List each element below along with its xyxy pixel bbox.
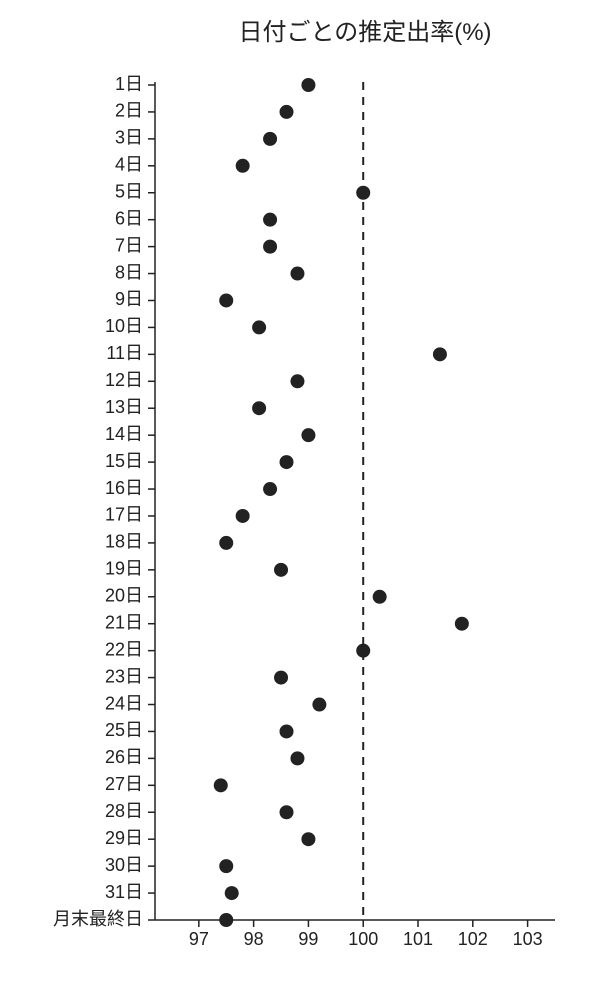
data-point bbox=[274, 563, 288, 577]
y-tick-label: 2日 bbox=[115, 101, 143, 121]
y-tick-label: 5日 bbox=[115, 181, 143, 201]
x-tick-label: 101 bbox=[403, 929, 433, 949]
y-tick-label: 19日 bbox=[105, 559, 143, 579]
data-point bbox=[252, 401, 266, 415]
x-tick-label: 97 bbox=[189, 929, 209, 949]
y-tick-label: 3日 bbox=[115, 128, 143, 148]
x-tick-label: 98 bbox=[244, 929, 264, 949]
y-tick-label: 20日 bbox=[105, 586, 143, 606]
y-tick-label: 24日 bbox=[105, 693, 143, 713]
y-tick-label: 14日 bbox=[105, 424, 143, 444]
data-point bbox=[280, 805, 294, 819]
y-tick-label: 月末最終日 bbox=[53, 909, 143, 929]
data-point bbox=[455, 617, 469, 631]
y-tick-label: 26日 bbox=[105, 747, 143, 767]
x-tick-label: 102 bbox=[458, 929, 488, 949]
data-point bbox=[225, 886, 239, 900]
y-tick-label: 31日 bbox=[105, 882, 143, 902]
y-tick-label: 4日 bbox=[115, 155, 143, 175]
x-tick-label: 99 bbox=[298, 929, 318, 949]
y-tick-label: 10日 bbox=[105, 316, 143, 336]
data-point bbox=[280, 724, 294, 738]
y-tick-label: 22日 bbox=[105, 639, 143, 659]
data-point bbox=[219, 536, 233, 550]
data-point bbox=[373, 590, 387, 604]
data-point bbox=[219, 859, 233, 873]
y-tick-label: 29日 bbox=[105, 828, 143, 848]
data-point bbox=[280, 105, 294, 119]
y-ticks-group: 1日 2日 3日 4日 5日 6日 7日 8日 9日 10日 11日 12日 13日 14日 15日 16日 1… bbox=[53, 74, 155, 929]
data-point bbox=[301, 78, 315, 92]
x-tick-label: 103 bbox=[513, 929, 543, 949]
y-tick-label: 18日 bbox=[105, 532, 143, 552]
y-tick-label: 30日 bbox=[105, 855, 143, 875]
data-point bbox=[356, 186, 370, 200]
chart-svg: 日付ごとの推定出率(%) 97 98 99 100 101 102 103 1日 2日 3日 4日… bbox=[0, 0, 600, 1000]
y-tick-label: 16日 bbox=[105, 478, 143, 498]
data-point bbox=[301, 428, 315, 442]
data-point bbox=[252, 320, 266, 334]
data-point bbox=[356, 644, 370, 658]
data-point bbox=[219, 913, 233, 927]
y-tick-label: 1日 bbox=[115, 74, 143, 94]
data-point bbox=[280, 455, 294, 469]
y-tick-label: 9日 bbox=[115, 289, 143, 309]
y-tick-label: 21日 bbox=[105, 612, 143, 632]
data-point bbox=[214, 778, 228, 792]
data-point bbox=[263, 240, 277, 254]
data-point bbox=[312, 698, 326, 712]
x-tick-label: 100 bbox=[348, 929, 378, 949]
y-tick-label: 23日 bbox=[105, 666, 143, 686]
data-point bbox=[236, 509, 250, 523]
data-point bbox=[219, 293, 233, 307]
chart-container: 日付ごとの推定出率(%) 97 98 99 100 101 102 103 1日 2日 3日 4日… bbox=[0, 0, 600, 1000]
y-tick-label: 7日 bbox=[115, 235, 143, 255]
y-tick-label: 28日 bbox=[105, 801, 143, 821]
data-point bbox=[301, 832, 315, 846]
data-point bbox=[263, 132, 277, 146]
y-tick-label: 13日 bbox=[105, 397, 143, 417]
data-point bbox=[290, 374, 304, 388]
x-ticks-group: 97 98 99 100 101 102 103 bbox=[189, 920, 543, 949]
data-point bbox=[433, 347, 447, 361]
y-tick-label: 17日 bbox=[105, 505, 143, 525]
y-tick-label: 6日 bbox=[115, 208, 143, 228]
data-points-group bbox=[214, 78, 469, 927]
data-point bbox=[274, 671, 288, 685]
y-tick-label: 8日 bbox=[115, 262, 143, 282]
data-point bbox=[263, 213, 277, 227]
data-point bbox=[263, 482, 277, 496]
data-point bbox=[236, 159, 250, 173]
y-tick-label: 15日 bbox=[105, 451, 143, 471]
chart-title: 日付ごとの推定出率(%) bbox=[238, 19, 491, 46]
data-point bbox=[290, 751, 304, 765]
y-tick-label: 27日 bbox=[105, 774, 143, 794]
y-tick-label: 11日 bbox=[106, 343, 143, 363]
y-tick-label: 12日 bbox=[105, 370, 143, 390]
y-tick-label: 25日 bbox=[105, 720, 143, 740]
data-point bbox=[290, 267, 304, 281]
